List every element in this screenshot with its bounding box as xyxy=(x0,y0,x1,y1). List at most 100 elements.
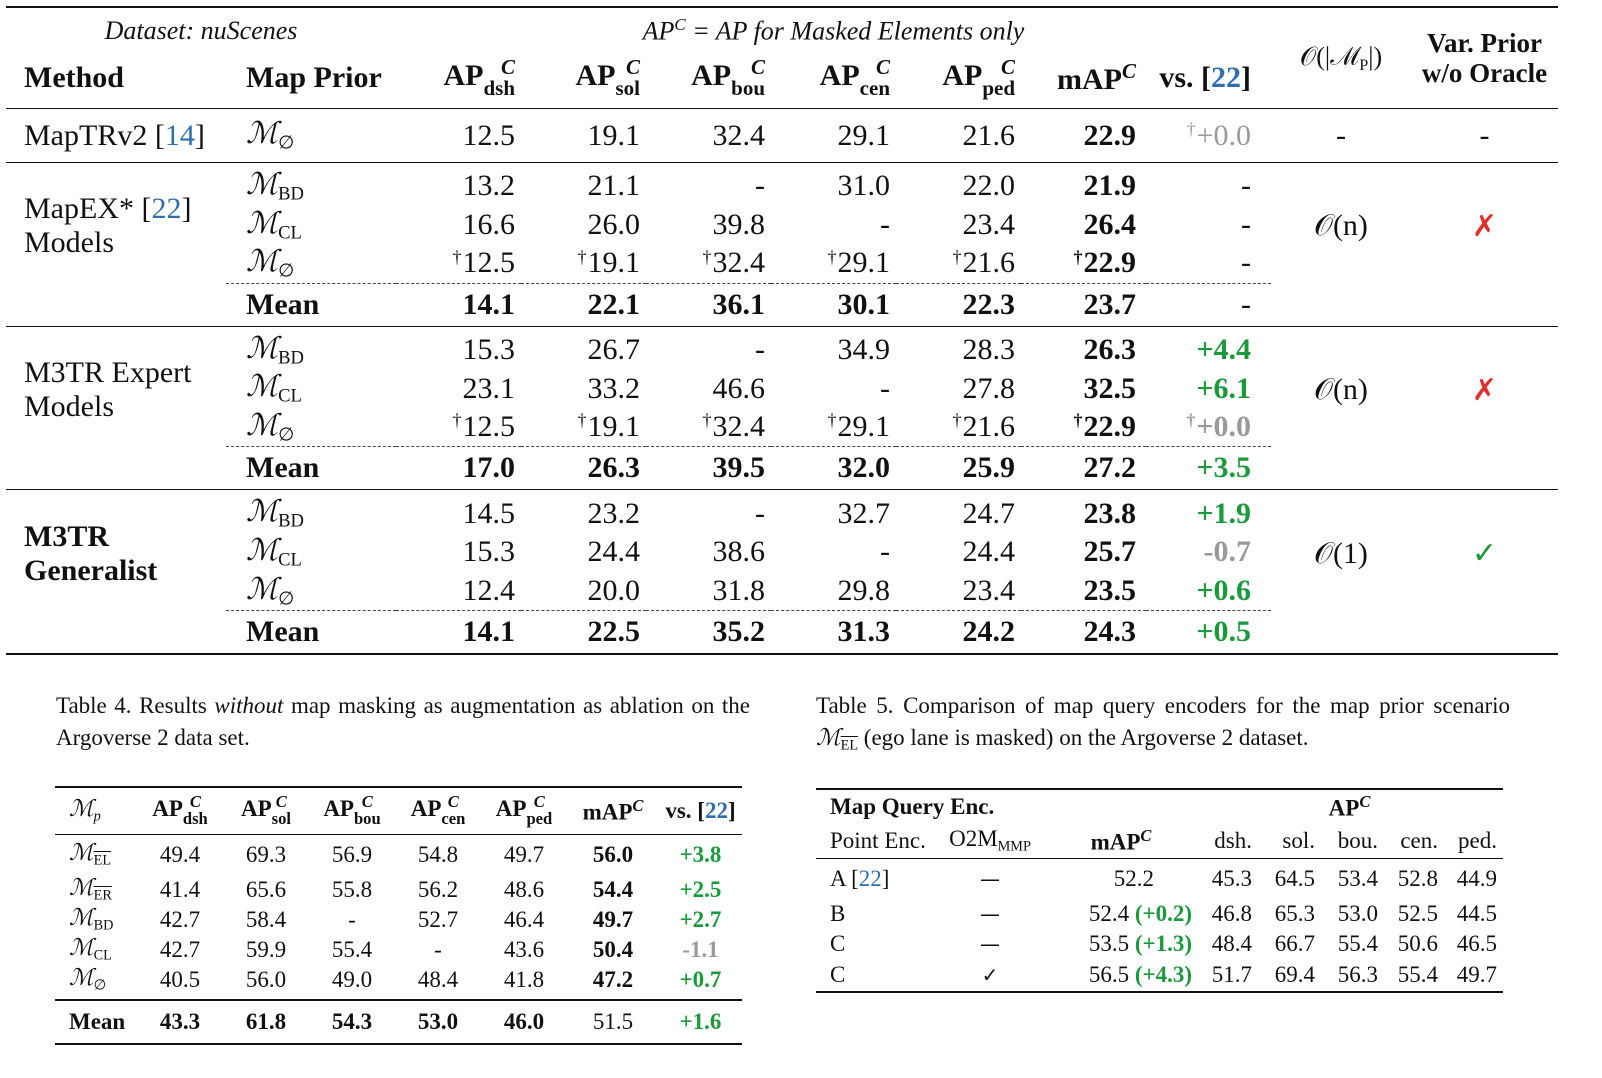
ap-value-dsh: 41.4 xyxy=(159,876,201,902)
prior-subscript: CL xyxy=(278,222,302,244)
ap-value: 56.3 xyxy=(1321,958,1384,993)
ap-value: 69.4 xyxy=(1258,958,1321,993)
ap-value-ped: 21.6 xyxy=(896,108,1021,163)
map-value: 52.2 xyxy=(1113,865,1154,891)
ap-value-dsh: 16.6 xyxy=(396,206,521,245)
prior-subscript: CL xyxy=(278,549,302,571)
cell-value: 22.3 xyxy=(962,287,1016,321)
complexity-value: 𝒪(1) xyxy=(1271,489,1411,656)
map-prior-cell: ℳBD xyxy=(55,905,137,935)
cell-value: 15.3 xyxy=(462,333,516,367)
prior-symbol: ℳ xyxy=(69,874,94,901)
map-value: 25.7 xyxy=(1021,533,1146,572)
ap-value-dsh: 42.7 xyxy=(159,936,201,962)
map-prior-cell: ℳCL xyxy=(226,533,396,572)
ap-value-ped: 24.4 xyxy=(896,533,1021,572)
prior-symbol: ℳ xyxy=(246,244,279,280)
cell-value: - xyxy=(880,535,890,569)
point-enc-value: C xyxy=(830,930,846,956)
dagger-mark: † xyxy=(1073,246,1083,267)
map-prior-cell: ℳCL xyxy=(226,369,396,408)
table-row: ℳ∅ 40.5 56.0 49.0 48.4 41.8 47.2 +0.7 xyxy=(55,965,742,1000)
prior-symbol: ℳ xyxy=(246,116,279,152)
cell-value: 29.1 xyxy=(837,118,891,152)
t5-bou-header: bou. xyxy=(1321,824,1384,859)
ap-value-sol: 21.1 xyxy=(521,161,646,206)
prior-subscript: BD xyxy=(278,183,304,205)
prior-symbol: ℳ xyxy=(246,571,279,607)
ap-value: 44.5 xyxy=(1456,900,1497,926)
result-row: ℳCL 15.3 24.4 38.6 - 24.4 25.7 -0.7 xyxy=(6,533,1558,572)
ap-value-sol: 19.1 xyxy=(521,108,646,163)
cell-value: 32.5 xyxy=(1083,371,1137,405)
check-icon: ✓ xyxy=(1411,489,1558,656)
ap-value-sol: †19.1 xyxy=(521,244,646,283)
result-row: ℳ∅ †12.5 †19.1 †32.4 †29.1 †21.6 †22.9 †+0.0 xyxy=(6,408,1558,447)
cell-value: 36.1 xyxy=(712,287,766,321)
mean-ap-bou: 35.2 xyxy=(646,610,771,656)
cell-value: 14.1 xyxy=(462,615,516,649)
dash-mark: — xyxy=(980,901,1000,926)
cell-value: 12.5 xyxy=(462,410,516,444)
mean-ap-dsh: 43.3 xyxy=(137,998,223,1045)
cell-value: -0.7 xyxy=(1203,535,1252,569)
cell-value: 23.5 xyxy=(1083,573,1137,607)
cell-value: - xyxy=(1241,287,1251,321)
ap-value-sol: 26.0 xyxy=(521,206,646,245)
ap-value-sol: 56.0 xyxy=(245,966,287,992)
cell-value: 23.2 xyxy=(587,496,641,530)
cell-value: +0.5 xyxy=(1196,615,1251,649)
method-line: M3TR Expert xyxy=(24,356,192,390)
point-enc-value: B xyxy=(830,900,846,926)
cell-value: 22.0 xyxy=(962,169,1016,203)
map-prior-cell: ℳCL xyxy=(55,935,137,965)
ap-value-cen: †29.1 xyxy=(771,244,896,283)
ap-value-sol: 58.4 xyxy=(245,906,287,932)
cell-value: +0.0 xyxy=(1196,410,1251,444)
prior-symbol: ℳ xyxy=(246,330,279,366)
ap-value-ped: 23.4 xyxy=(896,206,1021,245)
delta-value: (+4.3) xyxy=(1134,961,1192,987)
cell-value: 27.8 xyxy=(962,371,1016,405)
map-prior-cell: ℳBD xyxy=(226,161,396,206)
table-row: ℳCL 42.7 59.9 55.4 - 43.6 50.4 -1.1 xyxy=(55,935,742,965)
t5-sol-header: sol. xyxy=(1258,824,1321,859)
prior-symbol: ℳ xyxy=(69,964,94,991)
ap-value-dsh: 49.4 xyxy=(159,841,201,867)
prior-subscript: ∅ xyxy=(278,424,295,446)
map-prior-cell: ℳBD xyxy=(226,489,396,534)
method-cell: M3TR Expert Models xyxy=(6,325,226,490)
ap-value-cen: 34.9 xyxy=(771,325,896,370)
t4-vs-header: vs. [22] xyxy=(659,786,742,835)
vs-value: - xyxy=(1146,244,1271,283)
map-value: 23.8 xyxy=(1021,489,1146,534)
t5-dsh-header: dsh. xyxy=(1196,824,1258,859)
mean-ap-dsh: 14.1 xyxy=(396,610,521,656)
complexity-value: 𝒪(n) xyxy=(1271,162,1411,327)
table-row: B — 52.4 (+0.2) 46.8 65.3 53.0 52.5 44.5 xyxy=(816,899,1503,929)
delta-value: (+1.3) xyxy=(1134,930,1192,956)
cell-value: 29.1 xyxy=(837,410,891,444)
mean-ap-cen: 53.0 xyxy=(395,998,481,1045)
ap-value-cen: 56.2 xyxy=(417,876,459,902)
method-line: MapEX* [22] xyxy=(24,192,192,226)
cell-value: 35.2 xyxy=(712,615,766,649)
cell-value: 26.0 xyxy=(587,207,641,241)
method-line: M3TR xyxy=(24,519,109,553)
ap-value-dsh: 15.3 xyxy=(396,325,521,370)
ap-value-ped: 48.6 xyxy=(503,876,545,902)
mean-ap-dsh: 14.1 xyxy=(396,282,521,327)
mean-ap-ped: 25.9 xyxy=(896,446,1021,490)
point-enc-header: Point Enc. xyxy=(816,824,934,859)
dagger-mark: † xyxy=(1186,410,1196,431)
ap-value-cen: 29.8 xyxy=(771,572,896,611)
t5-cen-header: cen. xyxy=(1384,824,1444,859)
cell-value: 46.6 xyxy=(712,371,766,405)
map-value: 53.5 (+1.3) xyxy=(1088,930,1192,956)
prior-subscript: BD xyxy=(93,917,114,934)
cell-value: +3.5 xyxy=(1196,451,1251,485)
map-value: 32.5 xyxy=(1021,369,1146,408)
ap-value-dsh: 42.7 xyxy=(159,906,201,932)
